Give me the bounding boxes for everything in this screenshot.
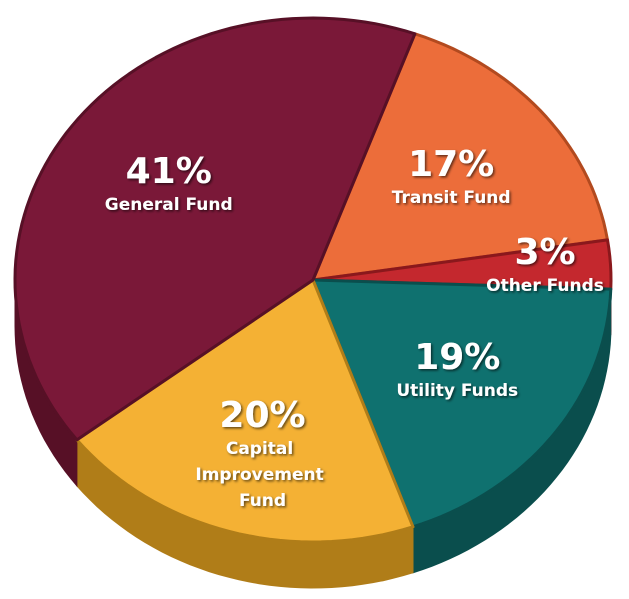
pie-labels: 17% Transit Fund 3% Other Funds 19% Utility F… [105, 144, 604, 511]
value-label: 17% [408, 144, 494, 185]
slice-label: Transit Fund [392, 188, 511, 208]
slice-label: Utility Funds [396, 381, 518, 401]
slice-label: Other Funds [486, 276, 604, 296]
value-label: 3% [514, 232, 575, 273]
slice [75, 278, 415, 544]
value-label: 41% [126, 151, 212, 192]
slice [311, 238, 613, 291]
slice [311, 32, 609, 282]
value-label: 20% [219, 395, 305, 436]
slice [311, 278, 613, 529]
slice-label: Capital Improvement Fund [195, 439, 329, 511]
slice [13, 16, 417, 442]
value-label: 19% [414, 337, 500, 378]
slice-label: General Fund [105, 195, 233, 215]
pie-tops [13, 16, 613, 544]
